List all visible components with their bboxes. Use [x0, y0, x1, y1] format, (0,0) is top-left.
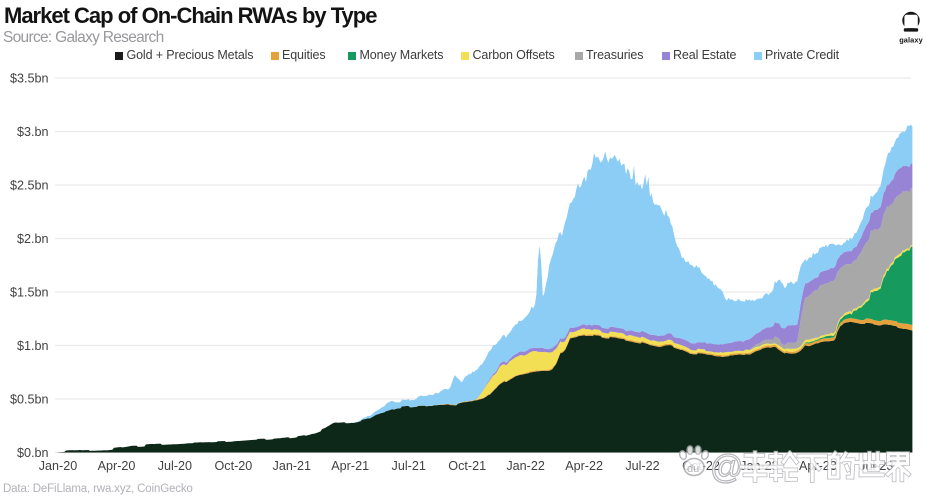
svg-text:Jul-22: Jul-22	[625, 459, 659, 473]
svg-text:$0.bn: $0.bn	[17, 446, 49, 460]
svg-text:Apr-21: Apr-21	[331, 459, 369, 473]
svg-text:Jan-20: Jan-20	[39, 459, 78, 473]
svg-text:du: du	[687, 463, 699, 475]
svg-text:Jul-21: Jul-21	[392, 459, 426, 473]
svg-text:Jan-22: Jan-22	[506, 459, 545, 473]
svg-text:Jul-20: Jul-20	[158, 459, 192, 473]
svg-text:$2.bn: $2.bn	[17, 232, 49, 246]
svg-text:galaxy: galaxy	[899, 36, 923, 45]
svg-text:Oct-20: Oct-20	[215, 459, 253, 473]
svg-text:Apr-22: Apr-22	[565, 459, 603, 473]
svg-text:Apr-20: Apr-20	[98, 459, 136, 473]
svg-text:$1.5bn: $1.5bn	[10, 286, 49, 300]
svg-text:$2.5bn: $2.5bn	[10, 179, 49, 193]
svg-text:$3.bn: $3.bn	[17, 125, 49, 139]
svg-text:$3.5bn: $3.5bn	[10, 72, 49, 86]
svg-text:Jan-21: Jan-21	[273, 459, 312, 473]
svg-text:@: @	[710, 448, 744, 485]
svg-text:Oct-21: Oct-21	[448, 459, 486, 473]
svg-text:$1.bn: $1.bn	[17, 339, 49, 353]
svg-text:$0.5bn: $0.5bn	[10, 393, 49, 407]
